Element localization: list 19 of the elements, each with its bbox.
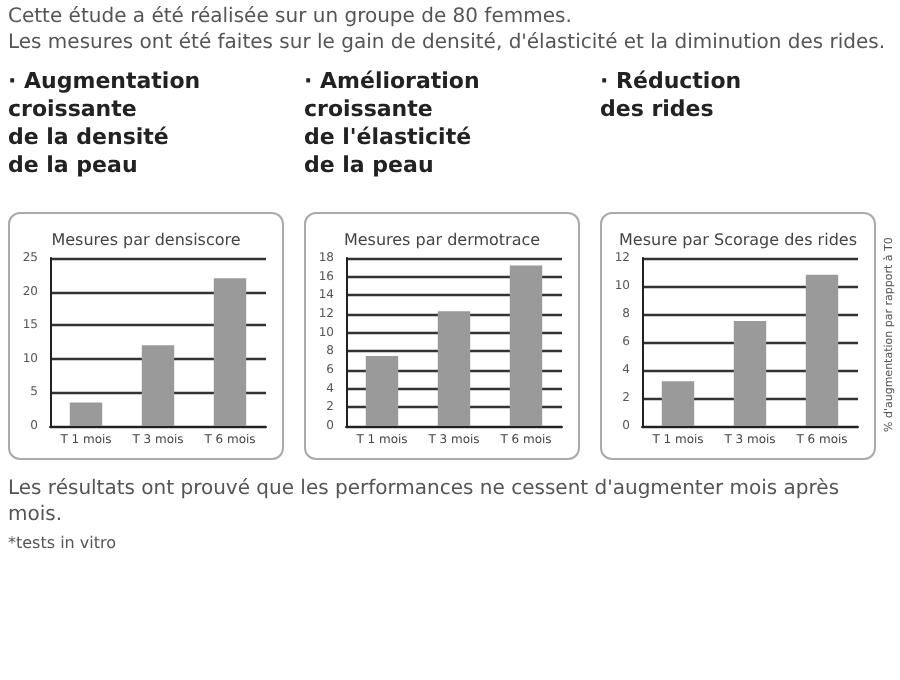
bar — [213, 278, 247, 426]
chart-subtitle: Mesures par densiscore — [51, 231, 241, 249]
bar — [437, 311, 471, 426]
chart-title: · Amélioration croissante de l'élasticité de la peau — [304, 68, 482, 182]
bar — [141, 345, 175, 426]
bar — [805, 274, 839, 426]
bar — [509, 265, 543, 426]
text: *tests in vitro — [8, 532, 119, 556]
chart-title: · Réduction des rides — [600, 68, 744, 126]
bar — [365, 356, 399, 426]
bar — [733, 321, 767, 426]
text: Les résultats ont prouvé que les performances ne cessent d'augmenter mois après mois. — [8, 476, 842, 528]
text: Cette étude a été réalisée sur un groupe de 80 femmes. — [8, 4, 574, 30]
text: Les mesures ont été faites sur le gain de densité, d'élasticité et la diminution des rides. — [8, 30, 888, 56]
chart-subtitle: Mesures par dermotrace — [343, 231, 541, 249]
chart-subtitle: Mesure par Scorage des rides — [619, 231, 857, 249]
bar — [69, 402, 103, 426]
bar — [661, 381, 695, 426]
chart-title: · Augmentation croissante de la densité de la peau — [8, 68, 203, 182]
